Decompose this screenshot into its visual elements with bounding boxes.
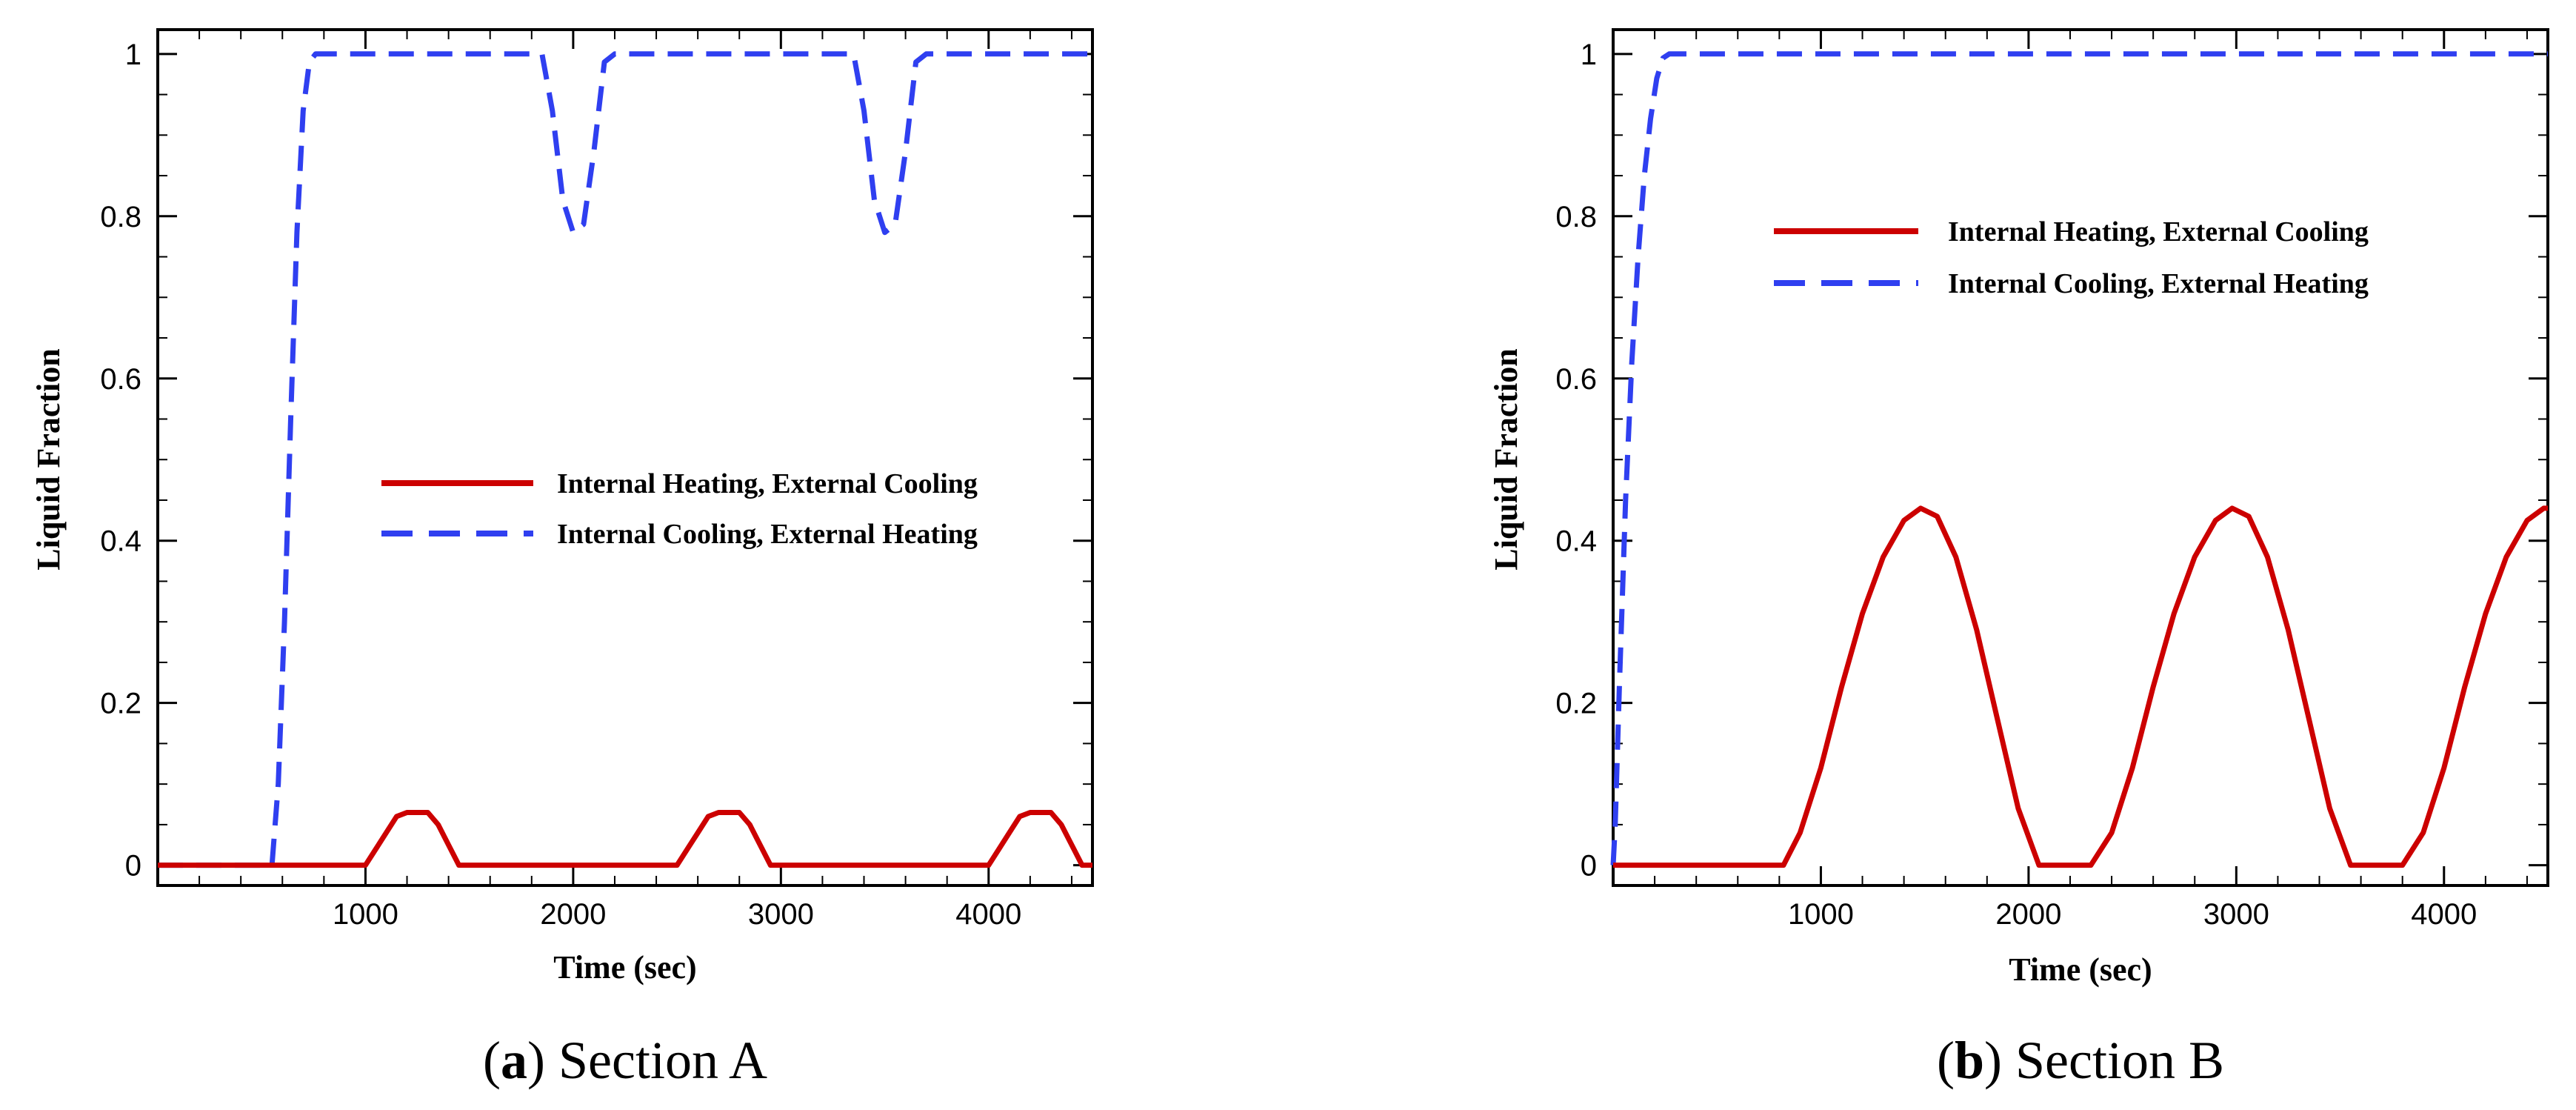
y-tick-label: 0.4	[100, 525, 141, 558]
caption-close-b: )	[1984, 1031, 2002, 1090]
x-tick-label: 2000	[1995, 898, 2061, 931]
x-axis-title-b: Time (sec)	[2009, 951, 2152, 988]
series-line-cooling	[1610, 51, 2548, 865]
x-tick-label: 3000	[748, 898, 814, 931]
y-tick-label: 1	[1581, 39, 1597, 71]
legend-label-heating-a: Internal Heating, External Cooling	[557, 468, 978, 499]
y-tick-label: 0	[1581, 850, 1597, 883]
x-tick-label: 2000	[540, 898, 606, 931]
y-tick-label: 0.2	[1555, 688, 1597, 720]
y-tick-label: 0.6	[100, 363, 141, 396]
series-line-heating	[1613, 505, 2548, 868]
series-line-heating	[158, 810, 1092, 868]
x-tick-labels-a: 1000 2000 3000 4000	[333, 898, 1021, 931]
chart-panel-b: 1000 2000 3000 4000 0 0.2 0.4 0.6 0.8 1 Time (se…	[1488, 28, 2549, 1090]
x-tick-label: 1000	[1788, 898, 1854, 931]
caption-text-a: Section A	[545, 1031, 767, 1090]
series-group-b	[1610, 51, 2548, 868]
caption-letter-b: b	[1955, 1031, 1984, 1090]
series-group-a	[158, 51, 1092, 868]
caption-letter-a: a	[501, 1031, 527, 1090]
y-tick-label: 1	[125, 39, 141, 71]
y-tick-label: 0.4	[1555, 525, 1597, 558]
caption-open-a: (	[483, 1031, 501, 1090]
x-tick-label: 1000	[333, 898, 398, 931]
axis-ticks-b	[1613, 30, 2548, 885]
legend-label-cooling-b: Internal Cooling, External Heating	[1948, 268, 2369, 299]
y-axis-title-b: Liquid Fraction	[1488, 348, 1524, 571]
x-tick-label: 4000	[955, 898, 1021, 931]
x-axis-title-a: Time (sec)	[553, 949, 696, 986]
y-tick-label: 0.2	[100, 688, 141, 720]
legend-label-cooling-a: Internal Cooling, External Heating	[557, 519, 978, 550]
caption-b: (b) Section B	[1937, 1031, 2224, 1090]
caption-close-a: )	[527, 1031, 545, 1090]
y-tick-label: 0.8	[1555, 201, 1597, 233]
series-line-cooling	[158, 51, 1092, 868]
axis-ticks-a	[158, 30, 1092, 885]
plot-frame-a	[156, 28, 1094, 887]
y-tick-labels-a: 0 0.2 0.4 0.6 0.8 1	[100, 39, 141, 883]
legend-a: Internal Heating, External Cooling Inter…	[381, 468, 978, 550]
y-axis-title-a: Liquid Fraction	[30, 348, 67, 571]
legend-b: Internal Heating, External Cooling Inter…	[1774, 216, 2369, 299]
y-tick-label: 0.6	[1555, 363, 1597, 396]
y-tick-labels-b: 0 0.2 0.4 0.6 0.8 1	[1555, 39, 1597, 883]
caption-text-b: Section B	[2002, 1031, 2224, 1090]
caption-a: (a) Section A	[483, 1031, 767, 1090]
plot-frame-b	[1612, 28, 2549, 887]
y-tick-label: 0	[125, 850, 141, 883]
caption-open-b: (	[1937, 1031, 1955, 1090]
x-tick-label: 4000	[2411, 898, 2477, 931]
y-tick-label: 0.8	[100, 201, 141, 233]
legend-label-heating-b: Internal Heating, External Cooling	[1948, 216, 2369, 247]
chart-panel-a: 1000 2000 3000 4000 0 0.2 0.4 0.6 0.8 1 Time (se…	[30, 28, 1094, 1090]
x-tick-label: 3000	[2203, 898, 2269, 931]
x-tick-labels-b: 1000 2000 3000 4000	[1788, 898, 2477, 931]
